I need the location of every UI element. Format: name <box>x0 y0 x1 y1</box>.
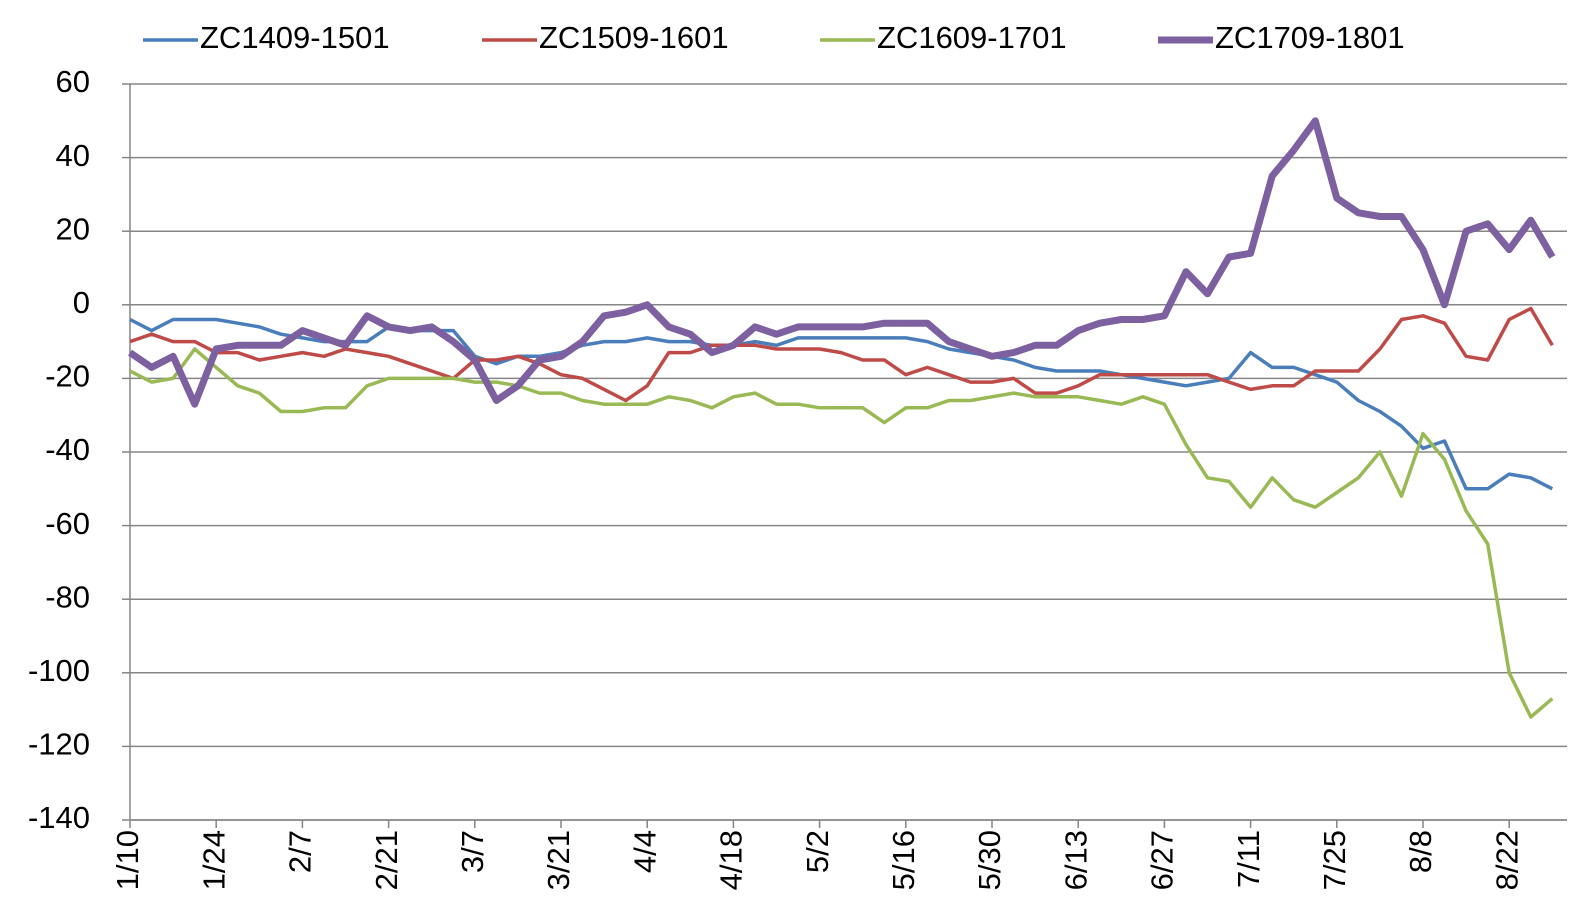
x-tick-label: 5/16 <box>886 830 921 890</box>
y-tick-label: 20 <box>56 211 90 246</box>
series-line <box>128 117 1556 408</box>
x-tick-label: 7/11 <box>1231 830 1266 888</box>
x-tick-label: 2/21 <box>369 830 404 890</box>
y-tick-label: 60 <box>56 64 90 99</box>
x-tick-label: 1/10 <box>110 830 145 890</box>
x-tick-label: 5/30 <box>972 830 1007 890</box>
y-tick-label: -120 <box>28 727 90 762</box>
y-tick-label: 0 <box>73 285 90 320</box>
x-tick-label: 8/22 <box>1489 830 1524 890</box>
x-tick-label: 6/27 <box>1145 830 1180 890</box>
x-tick-label: 4/4 <box>627 830 662 873</box>
y-tick-label: -80 <box>45 579 90 614</box>
x-tick-label: 3/21 <box>541 830 576 890</box>
x-tick-label: 8/8 <box>1403 830 1438 873</box>
x-tick-label: 5/2 <box>800 830 835 873</box>
x-tick-label: 3/7 <box>455 830 490 873</box>
x-tick-label: 1/24 <box>196 830 231 890</box>
x-tick-label: 7/25 <box>1317 830 1352 890</box>
y-tick-label: 40 <box>56 138 90 173</box>
legend-label: ZC1409-1501 <box>200 20 390 55</box>
y-tick-label: -60 <box>45 506 90 541</box>
x-tick-label: 4/18 <box>714 830 749 890</box>
x-tick-label: 6/13 <box>1058 830 1093 890</box>
x-tick-label: 2/7 <box>283 830 318 873</box>
legend-label: ZC1709-1801 <box>1215 20 1405 55</box>
series-line <box>129 306 1554 403</box>
y-tick-label: -20 <box>45 359 90 394</box>
series-line <box>129 347 1554 719</box>
series-line <box>129 317 1554 491</box>
y-tick-label: -40 <box>45 432 90 467</box>
y-tick-label: -100 <box>28 653 90 688</box>
y-tick-label: -140 <box>28 800 90 835</box>
legend-label: ZC1609-1701 <box>877 20 1067 55</box>
legend-label: ZC1509-1601 <box>539 20 729 55</box>
